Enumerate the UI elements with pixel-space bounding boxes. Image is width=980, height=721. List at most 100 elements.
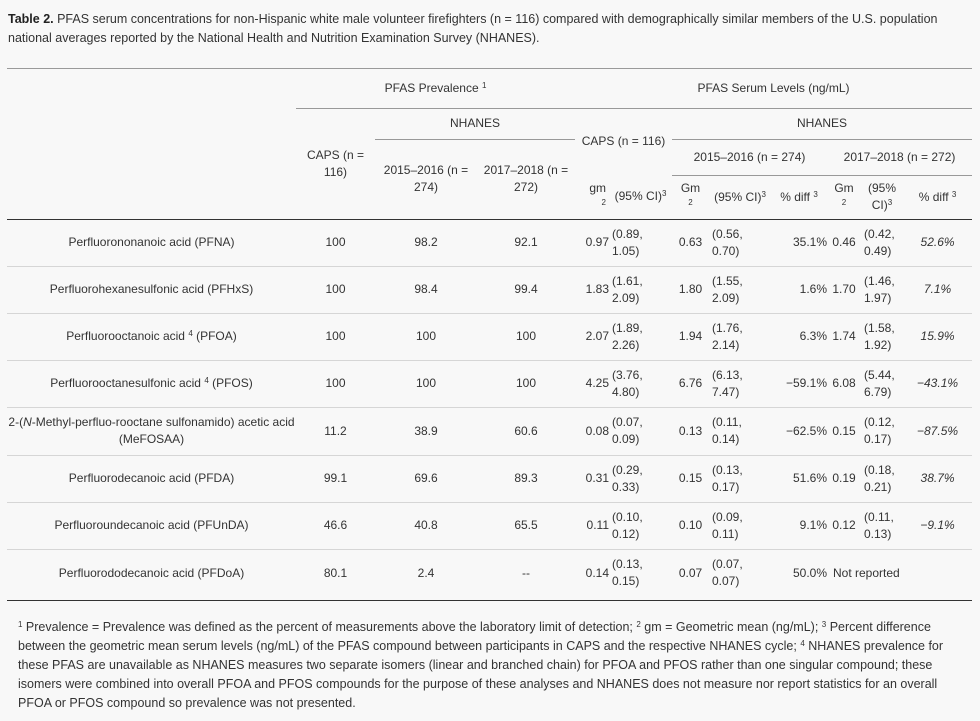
prevalence-group-header: PFAS Prevalence 1 [296,69,575,109]
nhanes-1718-prevalence: 100 [477,312,575,360]
nhanes-1718-ci: (0.18, 0.21) [861,454,903,502]
caps-gm: 2.07 [575,312,609,360]
table-row: Perfluorooctanoic acid 4 (PFOA) 100 100 … [7,312,973,360]
nhanes-1718-ci: (0.42, 0.49) [864,226,895,258]
caps-prevalence: 46.6 [296,501,375,549]
table-caption: Table 2. PFAS serum concentrations for n… [8,10,958,48]
nhanes-serum-header: NHANES [672,108,973,140]
compound-name: Perfluorodecanoic acid (PFDA) [7,454,296,502]
nhanes-1718-pdiff: 52.6% [920,235,955,249]
nhanes-1718-gm: 0.15 [827,406,861,455]
header-row-3: 2015–2016 (n = 274) 2017–2018 (n = 272) … [7,139,973,220]
nhanes-1516-ci: (0.56, 0.70) [712,226,743,258]
nhanes-1516-gm: 0.07 [672,548,709,597]
nhanes-1718-ci: (5.44, 6.79) [861,359,903,407]
ci-header: (95% CI)3 [609,175,672,220]
nhanes-prevalence-header: NHANES [375,108,575,140]
nhanes-1516-ci: (1.55, 2.09) [709,265,771,313]
nhanes-1718-gm: 1.74 [827,312,861,360]
nhanes-1718-gm: 0.19 [827,454,861,502]
nhanes-1718-prevalence: 100 [477,359,575,407]
nhanes-1516-gm: 0.15 [672,454,709,502]
nhanes-1516-pdiff: 9.1% [771,501,827,549]
caps-ci: (0.13, 0.15) [609,548,672,597]
compound-name: Perfluorododecanoic acid (PFDoA) [7,548,296,597]
caps-gm: 1.83 [575,265,609,313]
nhanes-1516-pdiff: 35.1% [792,235,827,249]
caps-ci: (0.89, 1.05) [612,226,643,258]
caps-ci: (3.76, 4.80) [609,359,672,407]
caps-gm: 0.14 [575,548,609,597]
nhanes-1516-ci: (6.13, 7.47) [709,359,771,407]
nhanes-1516-serum-header: 2015–2016 (n = 274) [672,139,827,176]
nhanes-1718-gm: 1.70 [827,265,861,313]
table-row: 2-(N-Methyl-perfluo-rooctane sulfonamido… [7,406,973,455]
nhanes-1516-pdiff: −59.1% [771,359,827,407]
caps-gm: 4.25 [575,359,609,407]
caps-ci: (0.29, 0.33) [609,454,672,502]
caps-gm: 0.11 [575,501,609,549]
nhanes-1718-prevalence: 65.5 [477,501,575,549]
compound-name: Perfluorooctanoic acid 4 (PFOA) [7,312,296,360]
nhanes-1516-prevalence: 100 [375,312,477,360]
caps-ci: (1.89, 2.26) [609,312,672,360]
nhanes-1516-ci: (1.76, 2.14) [709,312,771,360]
table-row: Perfluorohexanesulfonic acid (PFHxS) 100… [7,265,973,313]
caps-prevalence: 100 [296,359,375,407]
nhanes-1516-prevalence: 100 [375,359,477,407]
compound-name: Perfluoroundecanoic acid (PFUnDA) [7,501,296,549]
gm-1516-header: Gm 2 [672,175,709,220]
nhanes-1516-prevalence: 2.4 [375,548,477,597]
compound-name: 2-(N-Methyl-perfluo-rooctane sulfonamido… [7,406,296,455]
caps-prevalence: 100 [325,235,346,249]
serum-group-header: PFAS Serum Levels (ng/mL) [575,69,973,109]
header-row-2: CAPS (n = 116) NHANES CAPS (n = 116) NHA… [7,108,973,220]
nhanes-1718-pdiff: 38.7% [903,454,973,502]
ci-1516-header: (95% CI)3 [709,175,771,220]
caps-prevalence-header: CAPS (n = 116) [296,108,375,220]
caps-gm: 0.08 [575,406,609,455]
caps-ci: (0.07, 0.09) [609,406,672,455]
table-row: Perfluorononanoic acid (PFNA) 100 98.2 9… [7,219,972,266]
pdiff-1516-header: % diff 3 [771,175,827,220]
table-row: Perfluorodecanoic acid (PFDA) 99.1 69.6 … [7,454,973,502]
caps-prevalence: 100 [296,265,375,313]
header-row-1: PFAS Prevalence 1 PFAS Serum Levels (ng/… [7,69,973,109]
nhanes-1516-gm: 0.63 [678,235,703,249]
nhanes-1516-ci: (0.11, 0.14) [709,406,771,455]
nhanes-1516-ci: (0.09, 0.11) [709,501,771,549]
nhanes-1516-prevalence: 98.4 [375,265,477,313]
nhanes-1718-prevalence: 99.4 [477,265,575,313]
nhanes-1718-prevalence: -- [477,548,575,597]
nhanes-1516-prevalence: 98.2 [414,235,438,249]
caps-prevalence: 99.1 [296,454,375,502]
caps-ci: (0.10, 0.12) [609,501,672,549]
nhanes-1516-gm: 1.80 [672,265,709,313]
nhanes-1516-pdiff: 50.0% [771,548,827,597]
nhanes-1718-serum-header: 2017–2018 (n = 272) [827,139,973,176]
data-table-container: PFAS Prevalence 1 PFAS Serum Levels (ng/… [7,68,973,601]
pfas-table: PFAS Prevalence 1 PFAS Serum Levels (ng/… [7,69,973,597]
caps-prevalence: 80.1 [296,548,375,597]
nhanes-1516-gm: 0.13 [672,406,709,455]
nhanes-1516-ci: (0.13, 0.17) [709,454,771,502]
nhanes-1718-gm: 0.12 [827,501,861,549]
nhanes-1718-prevalence: 89.3 [477,454,575,502]
nhanes-1516-prevalence: 38.9 [375,406,477,455]
pdiff-1718-header: % diff 3 [903,175,973,220]
header-row-4: gm 2 (95% CI)3 Gm 2 (95% CI)3 % diff 3 Gm 2… [7,175,973,220]
caps-gm: 0.31 [575,454,609,502]
nhanes-1718-pdiff: 7.1% [903,265,973,313]
nhanes-1718-pdiff: −9.1% [903,501,973,549]
table-label: Table 2. [8,12,54,26]
nhanes-1718-pdiff: −43.1% [903,359,973,407]
table-row: Perfluorooctanesulfonic acid 4 (PFOS) 10… [7,359,973,407]
nhanes-1516-prevalence-header: 2015–2016 (n = 274) [375,139,477,220]
compound-name: Perfluorononanoic acid (PFNA) [68,235,235,249]
nhanes-1718-ci: (0.11, 0.13) [861,501,903,549]
nhanes-1516-pdiff: 1.6% [771,265,827,313]
nhanes-1516-gm: 6.76 [672,359,709,407]
nhanes-1718-prevalence: 92.1 [514,235,538,249]
not-reported-cell: Not reported [827,548,973,597]
nhanes-1516-pdiff: −62.5% [771,406,827,455]
